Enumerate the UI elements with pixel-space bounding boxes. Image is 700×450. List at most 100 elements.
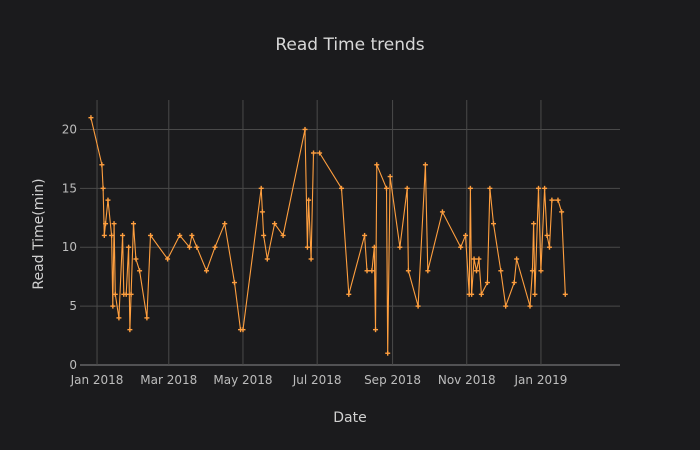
data-point-47 <box>362 232 368 238</box>
tick-labels: 0 5 10 15 20 Jan 2018 Mar 2018 May 2018 Jul 2018… <box>62 122 568 387</box>
data-point-27 <box>203 268 209 274</box>
gridlines <box>80 100 620 366</box>
data-point-11 <box>120 232 126 238</box>
y-tick-label-4: 20 <box>62 122 77 136</box>
x-tick-label-2: May 2018 <box>213 373 272 387</box>
data-point-20 <box>144 315 150 321</box>
data-point-13 <box>123 291 129 297</box>
x-tick-label-6: Jan 2019 <box>514 373 568 387</box>
data-point-16 <box>128 291 134 297</box>
y-axis-title: Read Time(min) <box>31 178 47 289</box>
data-point-52 <box>374 162 380 168</box>
data-point-41 <box>306 197 312 203</box>
data-point-33 <box>258 185 264 191</box>
x-tick-label-4: Sep 2018 <box>364 373 421 387</box>
data-point-7 <box>110 303 116 309</box>
data-point-86 <box>544 232 550 238</box>
data-point-85 <box>542 185 548 191</box>
data-point-26 <box>194 244 200 250</box>
data-point-84 <box>538 268 544 274</box>
data-point-0 <box>88 115 94 121</box>
data-point-48 <box>364 268 370 274</box>
data-point-49 <box>369 268 375 274</box>
data-point-91 <box>562 291 568 297</box>
data-point-9 <box>112 291 118 297</box>
data-point-4 <box>103 221 109 227</box>
data-point-43 <box>311 150 317 156</box>
series-line-0 <box>90 117 566 354</box>
data-point-35 <box>261 232 267 238</box>
data-point-29 <box>222 221 228 227</box>
data-point-15 <box>127 327 133 333</box>
data-point-55 <box>387 174 393 180</box>
data-point-59 <box>415 303 421 309</box>
data-point-82 <box>532 291 538 297</box>
data-point-79 <box>527 303 533 309</box>
data-point-23 <box>177 232 183 238</box>
x-tick-label-5: Nov 2018 <box>438 373 496 387</box>
data-point-56 <box>397 244 403 250</box>
data-point-61 <box>425 268 431 274</box>
data-point-3 <box>101 232 107 238</box>
data-point-28 <box>212 244 218 250</box>
data-point-2 <box>100 185 106 191</box>
data-point-22 <box>165 256 171 262</box>
data-point-8 <box>111 221 117 227</box>
data-point-25 <box>189 232 195 238</box>
data-point-72 <box>484 280 490 286</box>
data-point-21 <box>148 232 154 238</box>
data-point-10 <box>116 315 122 321</box>
x-tick-label-0: Jan 2018 <box>70 373 124 387</box>
data-point-18 <box>133 256 139 262</box>
data-point-63 <box>458 244 464 250</box>
data-point-76 <box>503 303 509 309</box>
data-point-70 <box>476 256 482 262</box>
data-point-73 <box>487 185 493 191</box>
data-point-75 <box>498 268 504 274</box>
data-point-58 <box>405 268 411 274</box>
data-point-78 <box>514 256 520 262</box>
data-point-90 <box>559 209 565 215</box>
data-point-68 <box>471 256 477 262</box>
y-tick-label-1: 5 <box>69 299 77 313</box>
data-point-19 <box>137 268 143 274</box>
y-tick-label-3: 15 <box>62 181 77 195</box>
data-point-42 <box>308 256 314 262</box>
data-point-62 <box>439 209 445 215</box>
data-point-89 <box>555 197 561 203</box>
data-point-54 <box>385 350 391 356</box>
data-point-71 <box>478 291 484 297</box>
data-point-37 <box>272 221 278 227</box>
x-axis-title: Date <box>333 410 366 426</box>
data-point-77 <box>511 280 517 286</box>
data-point-5 <box>105 197 111 203</box>
data-point-24 <box>186 244 192 250</box>
y-tick-label-2: 10 <box>62 240 77 254</box>
data-point-60 <box>422 162 428 168</box>
data-point-39 <box>302 126 308 132</box>
chart-title: Read Time trends <box>275 35 424 55</box>
data-point-66 <box>467 185 473 191</box>
data-point-36 <box>264 256 270 262</box>
data-point-87 <box>546 244 552 250</box>
data-point-44 <box>317 150 323 156</box>
data-point-67 <box>469 291 475 297</box>
x-tick-label-1: Mar 2018 <box>140 373 197 387</box>
data-point-34 <box>259 209 265 215</box>
data-point-57 <box>404 185 410 191</box>
series-layer <box>88 115 568 356</box>
data-point-64 <box>463 232 469 238</box>
data-point-74 <box>491 221 497 227</box>
data-point-6 <box>109 232 115 238</box>
data-point-38 <box>280 232 286 238</box>
data-point-45 <box>338 185 344 191</box>
data-point-14 <box>126 244 132 250</box>
data-point-17 <box>131 221 137 227</box>
data-point-81 <box>531 221 537 227</box>
x-tick-label-3: Jul 2018 <box>292 373 342 387</box>
data-point-51 <box>373 327 379 333</box>
data-point-80 <box>529 268 535 274</box>
data-point-83 <box>536 185 542 191</box>
